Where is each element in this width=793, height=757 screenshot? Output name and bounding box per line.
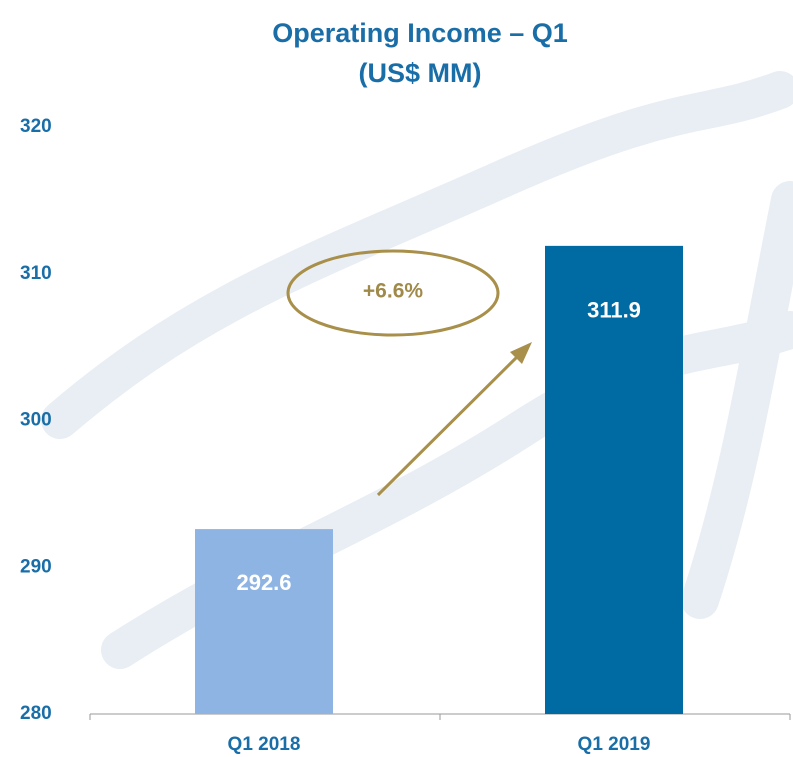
- y-tick-label: 320: [20, 116, 52, 137]
- x-tick-label: Q1 2019: [578, 734, 651, 755]
- watermark-stroke: [681, 181, 793, 619]
- chart-subtitle: (US$ MM): [359, 58, 482, 88]
- watermark-stroke: [41, 71, 793, 439]
- annotation-arrow: [376, 350, 524, 497]
- annotation-ellipse: [286, 249, 500, 337]
- value-label: 311.9: [587, 298, 641, 323]
- annotation-arrowhead: [510, 342, 532, 364]
- value-label: 292.6: [236, 570, 291, 595]
- x-tick-label: Q1 2018: [228, 734, 301, 755]
- y-tick-label: 310: [20, 263, 52, 284]
- y-tick-label: 290: [20, 556, 52, 577]
- annotation: +6.6%: [363, 280, 423, 303]
- chart-title: Operating Income – Q1: [272, 18, 568, 48]
- y-tick-label: 280: [20, 703, 52, 724]
- bar: [195, 529, 333, 714]
- y-tick-label: 300: [20, 410, 52, 431]
- bar: [545, 245, 683, 714]
